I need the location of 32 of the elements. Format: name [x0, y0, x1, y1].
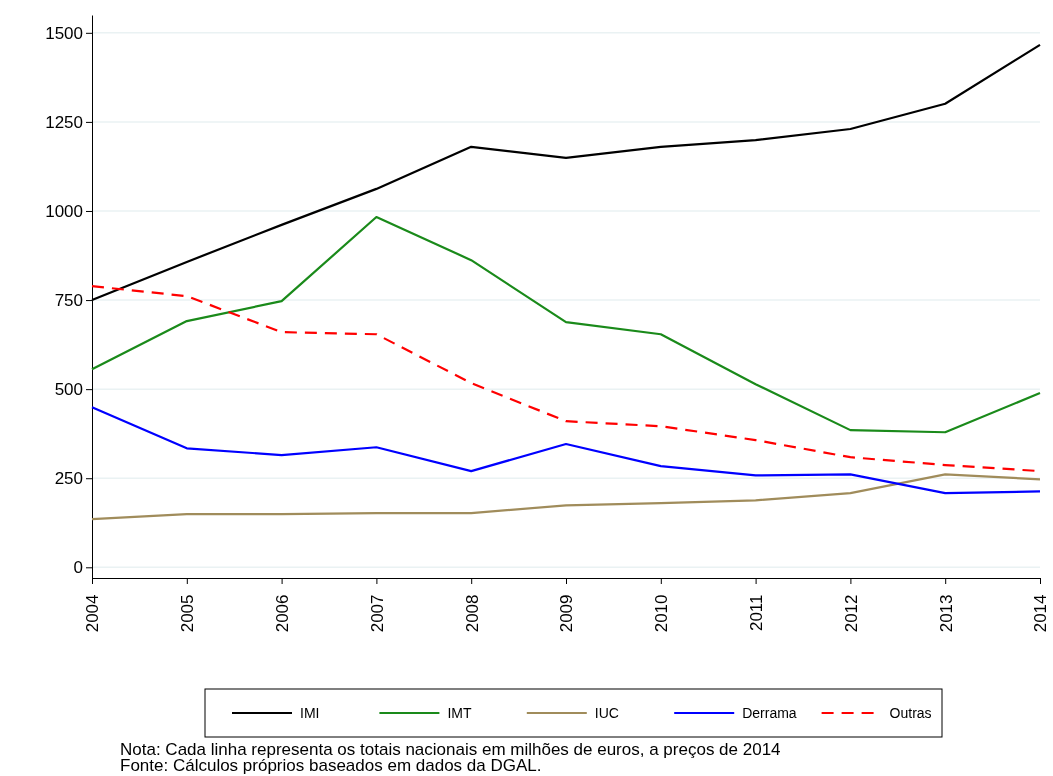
text: Nota: Cada linha representa os totais nacionais em milhões de euros, a preços de 2014 — [120, 740, 781, 759]
y-tick-label: 750 — [54, 291, 83, 310]
y-tick-label: 500 — [54, 380, 83, 400]
legend-label: Outras — [889, 705, 932, 721]
line-series — [90, 473, 1042, 521]
y-tick-label: 1250 — [45, 112, 83, 132]
line-series — [90, 406, 1042, 495]
x-tick-label: 2012 — [841, 594, 861, 633]
legend-label: IUC — [594, 705, 619, 721]
legend-item: Outras — [821, 705, 932, 721]
x-tick-label: 2014 — [1031, 594, 1051, 633]
x-tick-label: 2004 — [83, 594, 103, 633]
y-tick-label: 0 — [73, 558, 83, 578]
x-tick-label: 2006 — [273, 594, 293, 633]
legend-label: IMI — [300, 705, 320, 721]
line-series — [90, 215, 1042, 434]
legend-label: Derrama — [742, 705, 797, 721]
x-tick-label: 2007 — [367, 594, 387, 633]
legend-label: IMT — [447, 705, 472, 721]
y-tick-label: 250 — [54, 469, 83, 489]
y-tick-label: 1500 — [45, 23, 83, 43]
x-tick-label: 2010 — [652, 594, 672, 633]
x-tick-label: 2013 — [936, 594, 956, 633]
x-tick-label: 2011 — [747, 594, 767, 632]
legend-item: Derrama — [674, 705, 797, 721]
x-tick-label: 2005 — [178, 594, 198, 633]
x-tick-label: 2008 — [462, 594, 482, 633]
x-tick-label: 2009 — [557, 594, 577, 633]
y-tick-label: 1000 — [45, 201, 83, 221]
legend-item: IUC — [526, 705, 619, 721]
legend-item: IMI — [232, 705, 320, 721]
legend-item: IMT — [379, 705, 472, 721]
